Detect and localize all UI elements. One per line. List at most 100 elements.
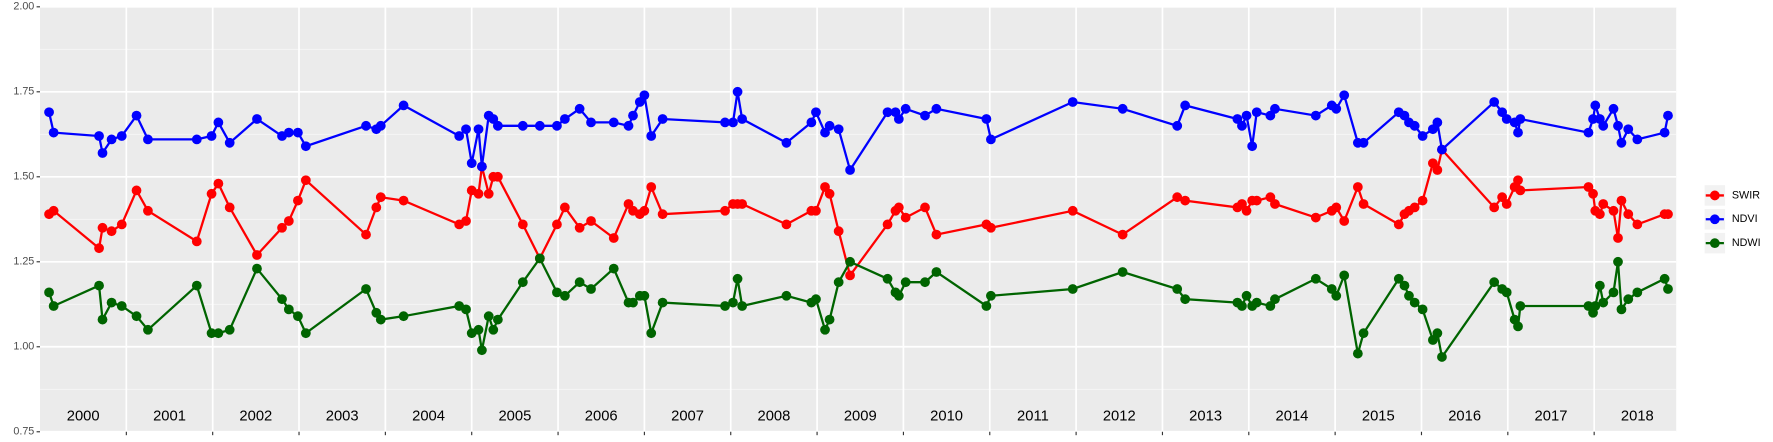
point <box>1437 352 1447 362</box>
point <box>1339 270 1350 281</box>
point <box>1409 202 1420 213</box>
point <box>143 324 153 335</box>
point <box>1583 127 1594 138</box>
point <box>811 205 821 216</box>
year-label: 2007 <box>671 408 704 424</box>
point <box>1616 137 1627 148</box>
point <box>97 314 108 325</box>
point <box>732 86 743 97</box>
point <box>206 328 217 339</box>
point <box>1432 117 1443 128</box>
point <box>720 301 730 311</box>
point <box>1598 199 1609 209</box>
point <box>574 103 585 114</box>
point <box>116 301 127 311</box>
point <box>191 280 202 291</box>
point <box>517 120 528 131</box>
point <box>300 141 311 152</box>
point <box>820 324 830 335</box>
point <box>48 205 59 216</box>
point <box>981 114 992 124</box>
point <box>1663 284 1673 294</box>
point <box>300 175 311 186</box>
point <box>1594 280 1605 291</box>
y-tick-label: 1.50 <box>13 171 34 183</box>
point <box>900 103 911 114</box>
point <box>398 100 409 111</box>
point <box>1310 212 1321 223</box>
point <box>1608 205 1619 216</box>
point <box>477 161 487 172</box>
point <box>1588 188 1598 199</box>
point <box>1417 195 1428 206</box>
point <box>728 117 738 128</box>
y-tick-label: 1.25 <box>13 256 34 268</box>
point <box>646 131 657 141</box>
point <box>781 137 792 148</box>
point <box>371 202 382 213</box>
point <box>473 324 484 335</box>
point <box>213 117 224 128</box>
point <box>361 284 371 294</box>
point <box>1623 209 1634 220</box>
point <box>639 290 650 301</box>
point <box>473 188 484 199</box>
year-label: 2002 <box>239 408 272 424</box>
point <box>206 131 217 141</box>
point <box>143 205 153 216</box>
point <box>811 107 821 118</box>
year-label: 2016 <box>1448 408 1481 424</box>
point <box>1432 328 1443 339</box>
point <box>882 107 893 118</box>
point <box>737 114 748 124</box>
point <box>277 294 287 305</box>
year-label: 2004 <box>412 408 445 424</box>
point <box>893 202 904 213</box>
point <box>473 124 484 135</box>
point <box>559 202 570 213</box>
point <box>1241 110 1252 121</box>
point <box>94 243 104 254</box>
point <box>1409 297 1420 308</box>
point <box>1241 205 1252 216</box>
point <box>1172 284 1183 294</box>
y-tick-label: 1.00 <box>13 341 34 353</box>
point <box>845 256 855 267</box>
point <box>781 219 792 230</box>
point <box>1501 287 1512 298</box>
point <box>639 90 650 101</box>
point <box>1352 348 1363 359</box>
point <box>131 110 142 121</box>
point <box>552 287 562 298</box>
point <box>44 287 54 298</box>
point <box>628 110 638 121</box>
point <box>1251 107 1262 118</box>
point <box>811 294 821 305</box>
point <box>1270 199 1280 209</box>
point <box>1613 233 1623 243</box>
point <box>206 188 217 199</box>
point <box>586 117 596 128</box>
point <box>94 131 104 141</box>
point <box>986 290 996 301</box>
point <box>1598 297 1609 308</box>
point <box>833 124 844 135</box>
legend-point <box>1709 238 1720 249</box>
point <box>106 134 117 145</box>
legend-label: NDWI <box>1732 237 1761 249</box>
point <box>1632 219 1643 230</box>
point <box>574 277 585 288</box>
point <box>806 117 817 128</box>
point <box>559 114 570 124</box>
point <box>1067 205 1078 216</box>
point <box>1608 103 1619 114</box>
point <box>534 253 545 264</box>
year-label: 2008 <box>757 408 790 424</box>
point <box>1393 219 1404 230</box>
point <box>361 120 371 131</box>
point <box>720 117 730 128</box>
point <box>657 209 668 220</box>
point <box>1613 256 1623 267</box>
point <box>1172 120 1183 131</box>
point <box>1663 209 1673 220</box>
